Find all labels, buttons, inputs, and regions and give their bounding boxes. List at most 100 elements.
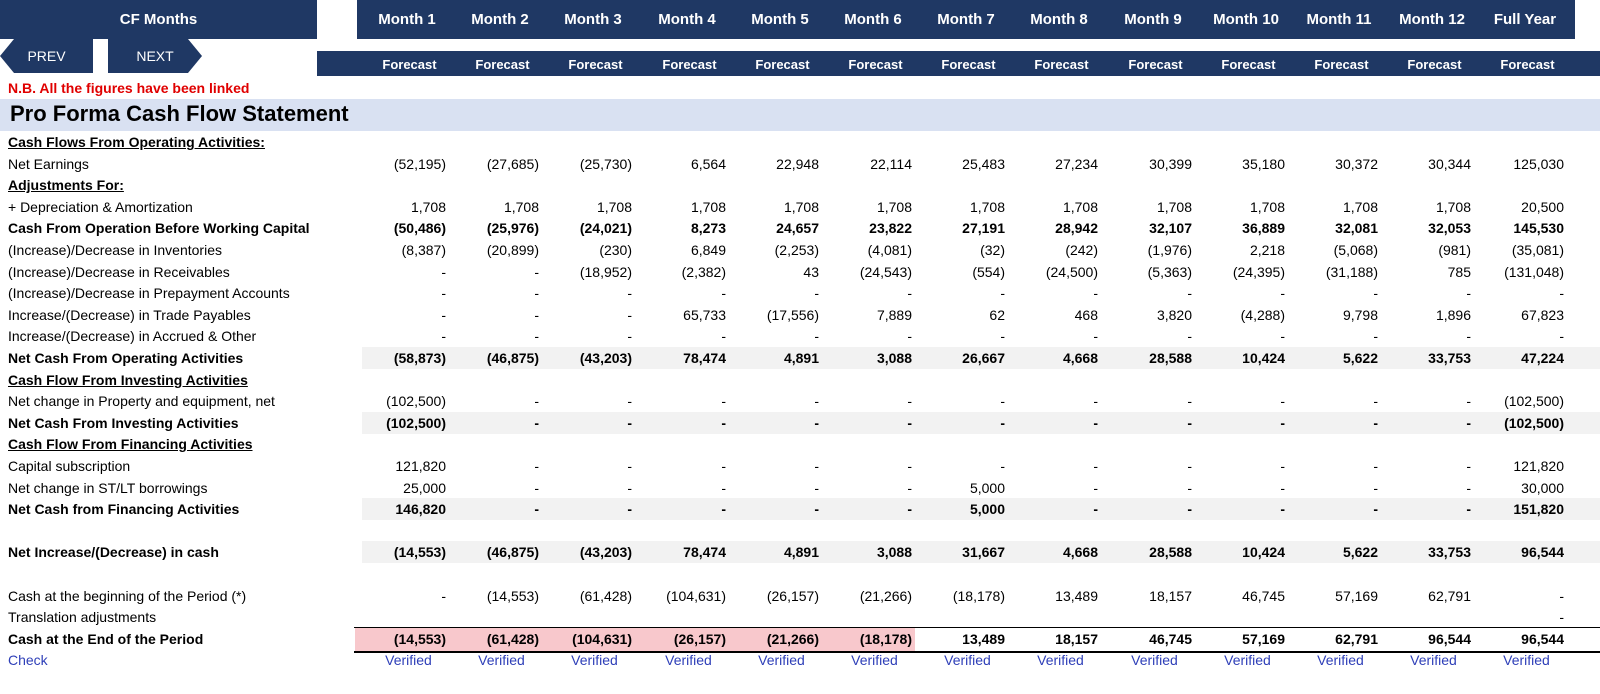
value-cell: -	[441, 588, 446, 604]
row-label: Translation adjustments	[8, 609, 157, 625]
table-row: Net Cash From Operating Activities (58,87…	[0, 347, 1600, 369]
value-cell: -	[907, 285, 912, 301]
value-cell: -	[627, 328, 632, 344]
value-cell: -	[1466, 501, 1471, 517]
value-cell: -	[1187, 501, 1192, 517]
value-cell: -	[1187, 285, 1192, 301]
value-cell: 22,114	[870, 156, 912, 172]
forecast-label: Forecast	[848, 57, 903, 72]
value-cell: 9,798	[1342, 307, 1378, 323]
verified-status: Verified	[1503, 652, 1550, 668]
value-cell: -	[1000, 285, 1005, 301]
value-cell: 28,588	[1149, 350, 1192, 366]
value-cell: -	[1187, 393, 1192, 409]
value-cell: 8,273	[690, 220, 726, 236]
forecast-label: Forecast	[1034, 57, 1089, 72]
value-cell: 1,708	[690, 199, 726, 215]
value-cell: (50,486)	[393, 220, 446, 236]
value-cell: (1,976)	[1147, 242, 1192, 258]
verified-status: Verified	[571, 652, 618, 668]
verified-status: Verified	[851, 652, 898, 668]
forecast-label: Forecast	[755, 57, 810, 72]
verified-status: Verified	[478, 652, 525, 668]
value-cell: -	[907, 458, 912, 474]
verified-status: Verified	[665, 652, 712, 668]
value-cell: 32,107	[1149, 220, 1192, 236]
value-cell: (14,553)	[393, 544, 446, 560]
value-cell: -	[1000, 458, 1005, 474]
table-row	[0, 520, 1600, 542]
value-cell: 22,948	[776, 156, 819, 172]
value-cell: 10,424	[1242, 350, 1285, 366]
next-button[interactable]: NEXT	[108, 39, 202, 73]
value-cell: 121,820	[1513, 458, 1564, 474]
value-cell: -	[534, 393, 539, 409]
row-label: Check	[8, 652, 48, 668]
forecast-row: Forecast Forecast Forecast Forecast Forecast…	[317, 53, 1600, 76]
value-cell: -	[721, 415, 726, 431]
value-cell: 125,030	[1513, 156, 1564, 172]
value-cell	[820, 606, 912, 628]
value-cell	[1379, 606, 1471, 628]
table-row: (Increase)/Decrease in Receivables - - (18,…	[0, 261, 1600, 283]
value-cell: 5,622	[1342, 544, 1378, 560]
prev-button[interactable]: PREV	[0, 39, 93, 73]
negative-balance-highlight	[635, 628, 729, 652]
value-cell: (242)	[1065, 242, 1098, 258]
value-cell: -	[441, 264, 446, 280]
row-label: Increase/(Decrease) in Trade Payables	[8, 307, 251, 323]
value-cell: 96,544	[1521, 631, 1564, 647]
value-cell	[913, 606, 1005, 628]
value-cell: -	[1559, 328, 1564, 344]
value-cell: (24,021)	[579, 220, 632, 236]
value-cell: 25,483	[962, 156, 1005, 172]
value-cell: 1,708	[969, 199, 1005, 215]
value-cell: (52,195)	[393, 156, 446, 172]
value-cell: (31,188)	[1325, 264, 1378, 280]
value-cell: 46,745	[1242, 588, 1285, 604]
value-cell: 1,708	[1435, 199, 1471, 215]
value-cell: 62	[989, 307, 1005, 323]
negative-balance-highlight	[355, 628, 449, 652]
month-header: Month 2	[450, 0, 550, 39]
row-label: Capital subscription	[8, 458, 131, 474]
value-cell: 121,820	[395, 458, 446, 474]
row-shading	[362, 347, 1600, 369]
row-label: Cash at the End of the Period	[8, 631, 204, 647]
value-cell: -	[1000, 415, 1005, 431]
value-cell: (2,253)	[774, 242, 819, 258]
page-title: Pro Forma Cash Flow Statement	[10, 101, 349, 126]
table-row: Cash at the End of the Period (14,553) (61…	[0, 627, 1600, 653]
forecast-label: Forecast	[382, 57, 437, 72]
value-cell: -	[534, 458, 539, 474]
linked-figures-note: N.B. All the figures have been linked	[8, 80, 250, 96]
value-cell: 4,668	[1062, 350, 1098, 366]
value-cell: 5,622	[1342, 350, 1378, 366]
value-cell: 3,088	[876, 350, 912, 366]
value-cell: -	[814, 458, 819, 474]
value-cell: (58,873)	[393, 350, 446, 366]
row-label: Net Increase/(Decrease) in cash	[8, 544, 219, 560]
table-row: (Increase)/Decrease in Prepayment Accoun…	[0, 282, 1600, 304]
value-cell: (24,395)	[1232, 264, 1285, 280]
row-label: Net change in Property and equipment, ne…	[8, 393, 275, 409]
row-label: Net Cash From Investing Activities	[8, 415, 239, 431]
verified-status: Verified	[1224, 652, 1271, 668]
value-cell: (2,382)	[681, 264, 726, 280]
check-row: Check Verified Verified Verified Verified Ver…	[0, 649, 1600, 671]
value-cell: 1,708	[503, 199, 539, 215]
value-cell: -	[721, 501, 726, 517]
value-cell: -	[1187, 480, 1192, 496]
month-header: Month 3	[543, 0, 643, 39]
value-cell: -	[1559, 609, 1564, 625]
table-row: Increase/(Decrease) in Accrued & Other - -…	[0, 325, 1600, 347]
value-cell: 4,668	[1062, 544, 1098, 560]
value-cell: 35,180	[1242, 156, 1285, 172]
value-cell: (32)	[980, 242, 1005, 258]
value-cell: -	[814, 285, 819, 301]
value-cell	[447, 606, 539, 628]
value-cell: 18,157	[1055, 631, 1098, 647]
cf-months-header: CF Months	[0, 0, 317, 39]
verified-status: Verified	[758, 652, 805, 668]
value-cell: (102,500)	[1504, 393, 1564, 409]
